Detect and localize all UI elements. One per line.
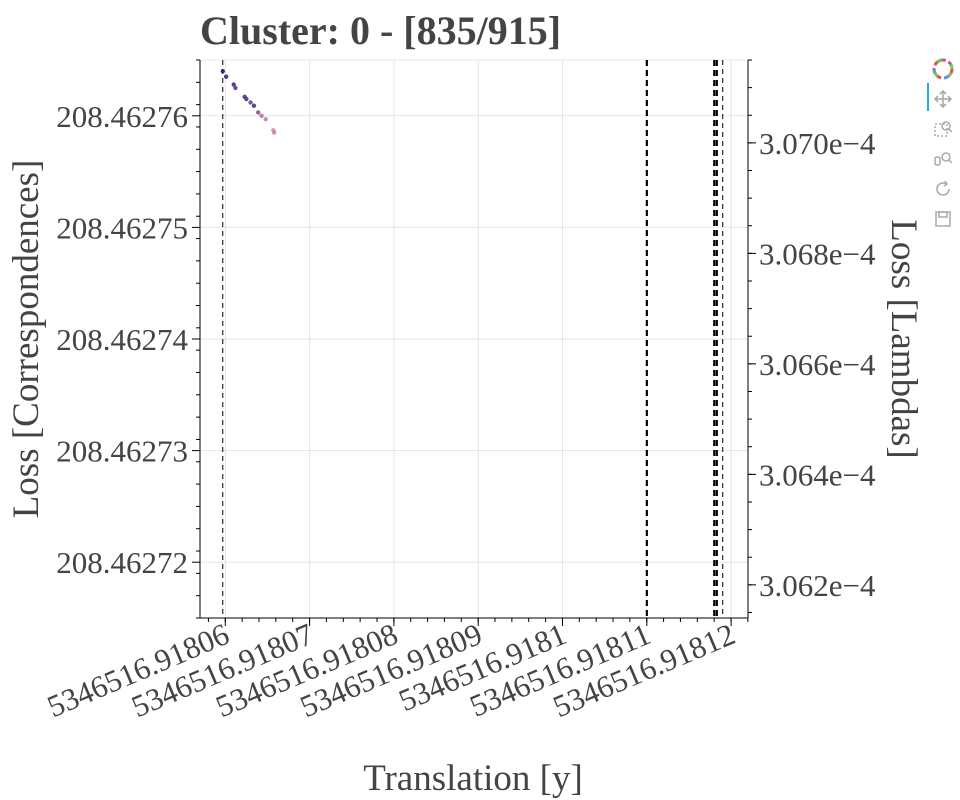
pan-icon[interactable]	[930, 86, 956, 112]
scatter-point	[220, 68, 225, 74]
scatter-point	[271, 130, 277, 135]
scatter-point	[259, 113, 264, 119]
scatter-point	[255, 110, 261, 115]
y2-tick-label: 3.066e−4	[759, 347, 876, 382]
bokeh-logo-icon[interactable]	[930, 56, 956, 82]
scatter-points	[220, 68, 277, 135]
y-tick-label: 208.46272	[56, 545, 188, 580]
x-axis-label: Translation [y]	[363, 758, 583, 799]
y2-tick-label: 3.070e−4	[759, 126, 876, 161]
tick-labels: 5346516.918065346516.918075346516.918085…	[42, 99, 876, 724]
y2-tick-label: 3.064e−4	[759, 457, 876, 492]
scatter-point	[244, 96, 249, 102]
wheel-zoom-icon[interactable]	[930, 146, 956, 172]
scatter-point	[248, 100, 253, 105]
y-axis-label: Loss [Correspondences]	[6, 160, 47, 519]
scatter-point	[233, 85, 238, 91]
y-tick-label: 208.46273	[56, 434, 188, 469]
save-icon[interactable]	[930, 206, 956, 232]
active-tool-indicator	[927, 83, 929, 111]
y2-tick-label: 3.062e−4	[759, 568, 876, 603]
scatter-point	[231, 82, 236, 87]
y-tick-label: 208.46275	[56, 210, 188, 245]
axes	[192, 59, 756, 626]
box-zoom-icon[interactable]	[930, 116, 956, 142]
scatter-point	[251, 103, 257, 108]
y-tick-label: 208.46276	[56, 99, 188, 134]
y-tick-label: 208.46274	[56, 322, 188, 357]
y2-tick-label: 3.068e−4	[759, 236, 876, 271]
scatter-point	[263, 116, 268, 122]
vertical-lines	[222, 60, 724, 618]
chart-title: Cluster: 0 - [835/915]	[200, 8, 561, 53]
reset-icon[interactable]	[930, 176, 956, 202]
grid	[200, 60, 748, 618]
scatter-point	[223, 74, 229, 79]
y2-axis-label: Loss [Lambdas]	[883, 219, 924, 458]
